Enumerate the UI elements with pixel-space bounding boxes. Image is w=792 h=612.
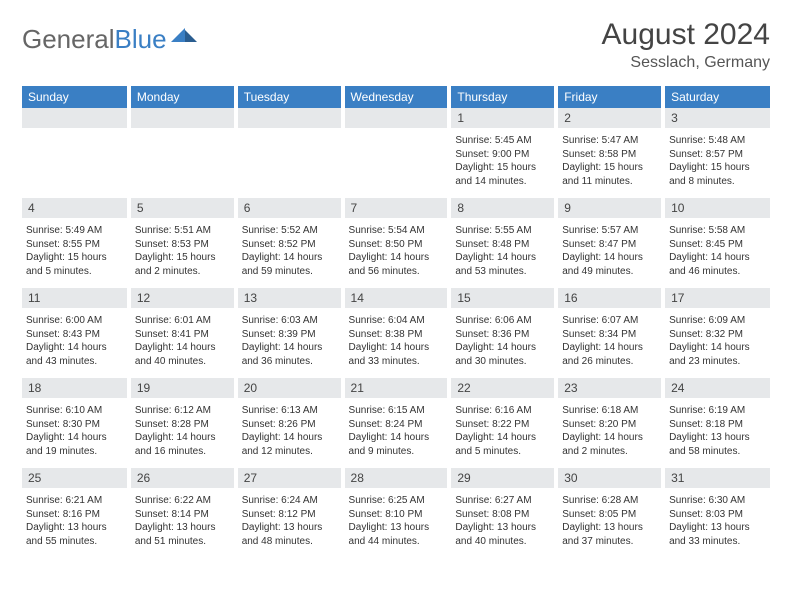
day-info: Sunrise: 6:07 AM Sunset: 8:34 PM Dayligh… xyxy=(556,310,663,376)
day-info: Sunrise: 6:16 AM Sunset: 8:22 PM Dayligh… xyxy=(449,400,556,466)
location: Sesslach, Germany xyxy=(602,54,770,72)
day-info: Sunrise: 6:15 AM Sunset: 8:24 PM Dayligh… xyxy=(343,400,450,466)
header: GeneralBlue August 2024 Sesslach, German… xyxy=(22,18,770,72)
day-number: 18 xyxy=(22,378,129,400)
day-header: Tuesday xyxy=(236,86,343,108)
logo-text-general: General xyxy=(22,24,115,55)
day-number: 4 xyxy=(22,198,129,220)
day-info: Sunrise: 5:54 AM Sunset: 8:50 PM Dayligh… xyxy=(343,220,450,286)
day-info: Sunrise: 6:25 AM Sunset: 8:10 PM Dayligh… xyxy=(343,490,450,556)
daynum-row: 18192021222324 xyxy=(22,378,770,400)
logo-mark-icon xyxy=(171,18,197,49)
day-header-row: Sunday Monday Tuesday Wednesday Thursday… xyxy=(22,86,770,108)
info-row: Sunrise: 6:00 AM Sunset: 8:43 PM Dayligh… xyxy=(22,310,770,376)
day-number xyxy=(129,108,236,130)
day-number: 3 xyxy=(663,108,770,130)
day-number: 26 xyxy=(129,468,236,490)
day-info xyxy=(343,130,450,196)
day-info: Sunrise: 6:22 AM Sunset: 8:14 PM Dayligh… xyxy=(129,490,236,556)
day-info: Sunrise: 6:12 AM Sunset: 8:28 PM Dayligh… xyxy=(129,400,236,466)
day-info: Sunrise: 6:18 AM Sunset: 8:20 PM Dayligh… xyxy=(556,400,663,466)
day-number: 10 xyxy=(663,198,770,220)
day-info: Sunrise: 5:55 AM Sunset: 8:48 PM Dayligh… xyxy=(449,220,556,286)
day-info: Sunrise: 6:04 AM Sunset: 8:38 PM Dayligh… xyxy=(343,310,450,376)
day-number: 6 xyxy=(236,198,343,220)
logo: GeneralBlue xyxy=(22,24,197,55)
day-number: 27 xyxy=(236,468,343,490)
day-info xyxy=(129,130,236,196)
day-info: Sunrise: 5:52 AM Sunset: 8:52 PM Dayligh… xyxy=(236,220,343,286)
day-info: Sunrise: 6:01 AM Sunset: 8:41 PM Dayligh… xyxy=(129,310,236,376)
day-info: Sunrise: 5:49 AM Sunset: 8:55 PM Dayligh… xyxy=(22,220,129,286)
info-row: Sunrise: 5:45 AM Sunset: 9:00 PM Dayligh… xyxy=(22,130,770,196)
day-info: Sunrise: 5:47 AM Sunset: 8:58 PM Dayligh… xyxy=(556,130,663,196)
info-row: Sunrise: 6:10 AM Sunset: 8:30 PM Dayligh… xyxy=(22,400,770,466)
day-info: Sunrise: 6:13 AM Sunset: 8:26 PM Dayligh… xyxy=(236,400,343,466)
day-info: Sunrise: 6:19 AM Sunset: 8:18 PM Dayligh… xyxy=(663,400,770,466)
day-number: 25 xyxy=(22,468,129,490)
day-info: Sunrise: 6:09 AM Sunset: 8:32 PM Dayligh… xyxy=(663,310,770,376)
day-info: Sunrise: 6:28 AM Sunset: 8:05 PM Dayligh… xyxy=(556,490,663,556)
day-header: Wednesday xyxy=(343,86,450,108)
day-number: 24 xyxy=(663,378,770,400)
day-header: Monday xyxy=(129,86,236,108)
day-info: Sunrise: 6:24 AM Sunset: 8:12 PM Dayligh… xyxy=(236,490,343,556)
day-number: 22 xyxy=(449,378,556,400)
daynum-row: 45678910 xyxy=(22,198,770,220)
day-info: Sunrise: 6:06 AM Sunset: 8:36 PM Dayligh… xyxy=(449,310,556,376)
day-info: Sunrise: 6:03 AM Sunset: 8:39 PM Dayligh… xyxy=(236,310,343,376)
day-number: 30 xyxy=(556,468,663,490)
day-number: 14 xyxy=(343,288,450,310)
day-info: Sunrise: 5:51 AM Sunset: 8:53 PM Dayligh… xyxy=(129,220,236,286)
day-number: 9 xyxy=(556,198,663,220)
day-number xyxy=(22,108,129,130)
info-row: Sunrise: 5:49 AM Sunset: 8:55 PM Dayligh… xyxy=(22,220,770,286)
day-number: 29 xyxy=(449,468,556,490)
day-number: 31 xyxy=(663,468,770,490)
day-number: 1 xyxy=(449,108,556,130)
day-info: Sunrise: 5:58 AM Sunset: 8:45 PM Dayligh… xyxy=(663,220,770,286)
day-header: Sunday xyxy=(22,86,129,108)
day-number xyxy=(236,108,343,130)
day-info: Sunrise: 6:21 AM Sunset: 8:16 PM Dayligh… xyxy=(22,490,129,556)
title-block: August 2024 Sesslach, Germany xyxy=(602,18,770,72)
day-number: 5 xyxy=(129,198,236,220)
day-number: 21 xyxy=(343,378,450,400)
info-row: Sunrise: 6:21 AM Sunset: 8:16 PM Dayligh… xyxy=(22,490,770,556)
daynum-row: 25262728293031 xyxy=(22,468,770,490)
day-info: Sunrise: 6:30 AM Sunset: 8:03 PM Dayligh… xyxy=(663,490,770,556)
day-header: Thursday xyxy=(449,86,556,108)
day-info: Sunrise: 5:48 AM Sunset: 8:57 PM Dayligh… xyxy=(663,130,770,196)
day-info: Sunrise: 5:45 AM Sunset: 9:00 PM Dayligh… xyxy=(449,130,556,196)
day-info: Sunrise: 6:00 AM Sunset: 8:43 PM Dayligh… xyxy=(22,310,129,376)
day-number: 20 xyxy=(236,378,343,400)
day-info xyxy=(22,130,129,196)
day-number: 11 xyxy=(22,288,129,310)
day-number: 17 xyxy=(663,288,770,310)
logo-text-blue: Blue xyxy=(115,24,167,55)
day-info xyxy=(236,130,343,196)
day-header: Saturday xyxy=(663,86,770,108)
day-number: 15 xyxy=(449,288,556,310)
daynum-row: 11121314151617 xyxy=(22,288,770,310)
daynum-row: 123 xyxy=(22,108,770,130)
day-number xyxy=(343,108,450,130)
day-number: 2 xyxy=(556,108,663,130)
day-number: 12 xyxy=(129,288,236,310)
day-info: Sunrise: 6:10 AM Sunset: 8:30 PM Dayligh… xyxy=(22,400,129,466)
day-number: 28 xyxy=(343,468,450,490)
day-number: 7 xyxy=(343,198,450,220)
day-info: Sunrise: 5:57 AM Sunset: 8:47 PM Dayligh… xyxy=(556,220,663,286)
row-divider xyxy=(22,556,770,558)
day-number: 13 xyxy=(236,288,343,310)
day-header: Friday xyxy=(556,86,663,108)
day-number: 8 xyxy=(449,198,556,220)
day-number: 19 xyxy=(129,378,236,400)
month-title: August 2024 xyxy=(602,18,770,52)
day-number: 23 xyxy=(556,378,663,400)
calendar-table: Sunday Monday Tuesday Wednesday Thursday… xyxy=(22,86,770,558)
day-number: 16 xyxy=(556,288,663,310)
day-info: Sunrise: 6:27 AM Sunset: 8:08 PM Dayligh… xyxy=(449,490,556,556)
